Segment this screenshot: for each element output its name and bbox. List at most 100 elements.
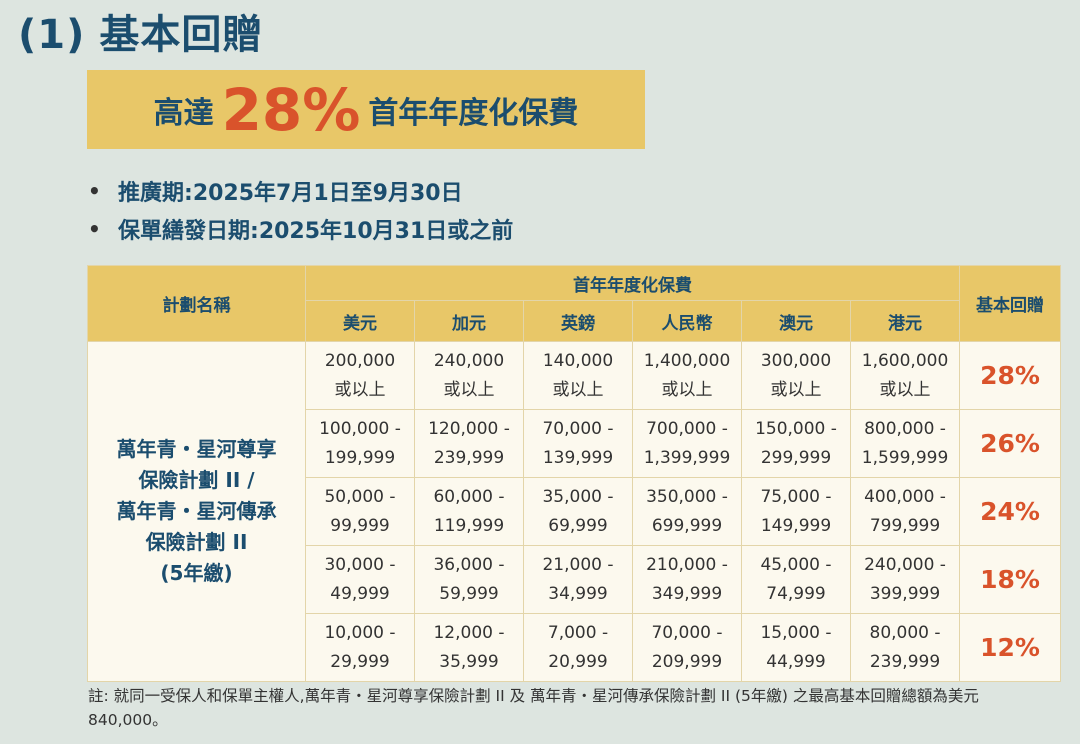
- premium-cell-line: 700,000 -: [646, 418, 728, 439]
- premium-cell-line: 36,000 -: [433, 554, 505, 575]
- premium-cell-line: 74,999: [766, 583, 826, 604]
- premium-cell: 200,000 或以上: [305, 341, 415, 410]
- premium-cell-line: 15,000 -: [760, 622, 832, 643]
- premium-cell-line: 400,000 -: [864, 486, 946, 507]
- rebate-header: 基本回贈: [959, 265, 1062, 342]
- premium-cell-line: 或以上: [443, 379, 495, 400]
- premium-cell-line: 30,000 -: [324, 554, 396, 575]
- currency-header: 港元: [849, 300, 961, 342]
- table-row: 10,000 - 29,999 12,000 - 35,999 7,000 - 20,99…: [88, 613, 1062, 682]
- rebate-cell: 28%: [959, 341, 1062, 410]
- premium-cell: 100,000 - 199,999: [305, 409, 415, 478]
- currency-header: 英鎊: [523, 300, 633, 342]
- premium-cell-line: 349,999: [651, 583, 723, 604]
- premium-cell-line: 149,999: [760, 515, 832, 536]
- premium-cell: 70,000 - 139,999: [523, 409, 633, 478]
- premium-cell: 120,000 - 239,999: [414, 409, 524, 478]
- premium-cell-line: 75,000 -: [760, 486, 832, 507]
- premium-cell-line: 240,000: [433, 350, 505, 371]
- premium-cell-line: 800,000 -: [864, 418, 946, 439]
- plan-name-line: 萬年青・星河傳承: [116, 499, 277, 523]
- premium-cell: 400,000 - 799,999: [849, 477, 961, 546]
- rebate-table: 計劃名稱 首年年度化保費 基本回贈 美元 加元 英鎊 人民幣 澳元 港元 萬年青・星河尊享…: [87, 265, 1062, 682]
- premium-cell: 210,000 - 349,999: [632, 545, 742, 614]
- currency-header: 美元: [305, 300, 415, 342]
- banner-percent: 28%: [221, 75, 361, 144]
- table-row: 30,000 - 49,999 36,000 - 59,999 21,000 - 34,9…: [88, 545, 1062, 614]
- plan-name-line: 保險計劃 II /: [138, 468, 255, 492]
- premium-cell-line: 699,999: [651, 515, 723, 536]
- premium-cell-line: 1,399,999: [643, 447, 731, 468]
- table-row: 100,000 - 199,999 120,000 - 239,999 70,000 -…: [88, 409, 1062, 478]
- premium-cell-line: 35,999: [439, 651, 499, 672]
- premium-cell: 300,000 或以上: [741, 341, 851, 410]
- premium-cell-line: 399,999: [869, 583, 941, 604]
- banner-suffix: 首年年度化保費: [368, 95, 579, 131]
- premium-cell-line: 799,999: [869, 515, 941, 536]
- bullet-dot-icon: •: [88, 217, 101, 241]
- premium-cell-line: 59,999: [439, 583, 499, 604]
- premium-cell-line: 或以上: [661, 379, 713, 400]
- premium-cell: 15,000 - 44,999: [741, 613, 851, 682]
- premium-cell-line: 300,000: [760, 350, 832, 371]
- premium-cell-line: 34,999: [548, 583, 608, 604]
- premium-cell-line: 139,999: [542, 447, 614, 468]
- rebate-cell: 12%: [959, 613, 1062, 682]
- section-title: 基本回贈: [99, 12, 264, 58]
- premium-cell-line: 70,000 -: [651, 622, 723, 643]
- premium-cell-line: 或以上: [552, 379, 604, 400]
- premium-cell-line: 或以上: [770, 379, 822, 400]
- premium-cell-line: 50,000 -: [324, 486, 396, 507]
- premium-cell: 75,000 - 149,999: [741, 477, 851, 546]
- plan-name-cell: 萬年青・星河尊享 保險計劃 II / 萬年青・星河傳承 保險計劃 II (5年繳): [87, 341, 306, 682]
- premium-cell-line: 12,000 -: [433, 622, 505, 643]
- premium-cell: 1,400,000 或以上: [632, 341, 742, 410]
- premium-cell-line: 29,999: [330, 651, 390, 672]
- currency-header: 人民幣: [632, 300, 742, 342]
- premium-cell: 45,000 - 74,999: [741, 545, 851, 614]
- premium-cell: 240,000 或以上: [414, 341, 524, 410]
- premium-cell-line: 10,000 -: [324, 622, 396, 643]
- premium-cell-line: 或以上: [334, 379, 386, 400]
- bullet-promo-period: • 推廣期: 2025年7月1日至9月30日: [88, 172, 513, 210]
- headline-banner: 高達 28% 首年年度化保費: [87, 70, 645, 149]
- premium-cell-line: 210,000 -: [646, 554, 728, 575]
- premium-cell-line: 80,000 -: [869, 622, 941, 643]
- premium-cell: 21,000 - 34,999: [523, 545, 633, 614]
- rebate-cell: 24%: [959, 477, 1062, 546]
- premium-cell-line: 49,999: [330, 583, 390, 604]
- premium-cell: 12,000 - 35,999: [414, 613, 524, 682]
- premium-cell: 240,000 - 399,999: [849, 545, 961, 614]
- rebate-cell: 18%: [959, 545, 1062, 614]
- premium-cell: 700,000 - 1,399,999: [632, 409, 742, 478]
- premium-cell-line: 240,000 -: [864, 554, 946, 575]
- bullet-dot-icon: •: [88, 179, 101, 203]
- premium-cell-line: 209,999: [651, 651, 723, 672]
- premium-cell-line: 120,000 -: [428, 418, 510, 439]
- premium-cell: 50,000 - 99,999: [305, 477, 415, 546]
- premium-cell: 80,000 - 239,999: [849, 613, 961, 682]
- premium-cell: 30,000 - 49,999: [305, 545, 415, 614]
- premium-cell-line: 99,999: [330, 515, 390, 536]
- rebate-cell: 26%: [959, 409, 1062, 478]
- plan-name-line: (5年繳): [160, 561, 233, 585]
- premium-cell-line: 119,999: [433, 515, 505, 536]
- premium-cell: 7,000 - 20,999: [523, 613, 633, 682]
- bullet-label: 推廣期:: [118, 181, 193, 206]
- premium-cell-line: 1,400,000: [643, 350, 731, 371]
- bullet-issue-date: • 保單繕發日期: 2025年10月31日或之前: [88, 210, 513, 248]
- premium-cell-line: 7,000 -: [547, 622, 609, 643]
- bullet-label: 保單繕發日期:: [118, 219, 259, 244]
- premium-cell-line: 239,999: [433, 447, 505, 468]
- premium-cell: 60,000 - 119,999: [414, 477, 524, 546]
- plan-name-line: 萬年青・星河尊享: [116, 437, 277, 461]
- premium-cell-line: 299,999: [760, 447, 832, 468]
- plan-name-line: 保險計劃 II: [145, 530, 248, 554]
- premium-cell-line: 45,000 -: [760, 554, 832, 575]
- bullet-value: 2025年10月31日或之前: [258, 219, 514, 244]
- premium-cell: 35,000 - 69,999: [523, 477, 633, 546]
- bullet-value: 2025年7月1日至9月30日: [192, 181, 463, 206]
- premium-cell-line: 1,599,999: [861, 447, 949, 468]
- premium-cell-line: 100,000 -: [319, 418, 401, 439]
- premium-cell: 800,000 - 1,599,999: [849, 409, 961, 478]
